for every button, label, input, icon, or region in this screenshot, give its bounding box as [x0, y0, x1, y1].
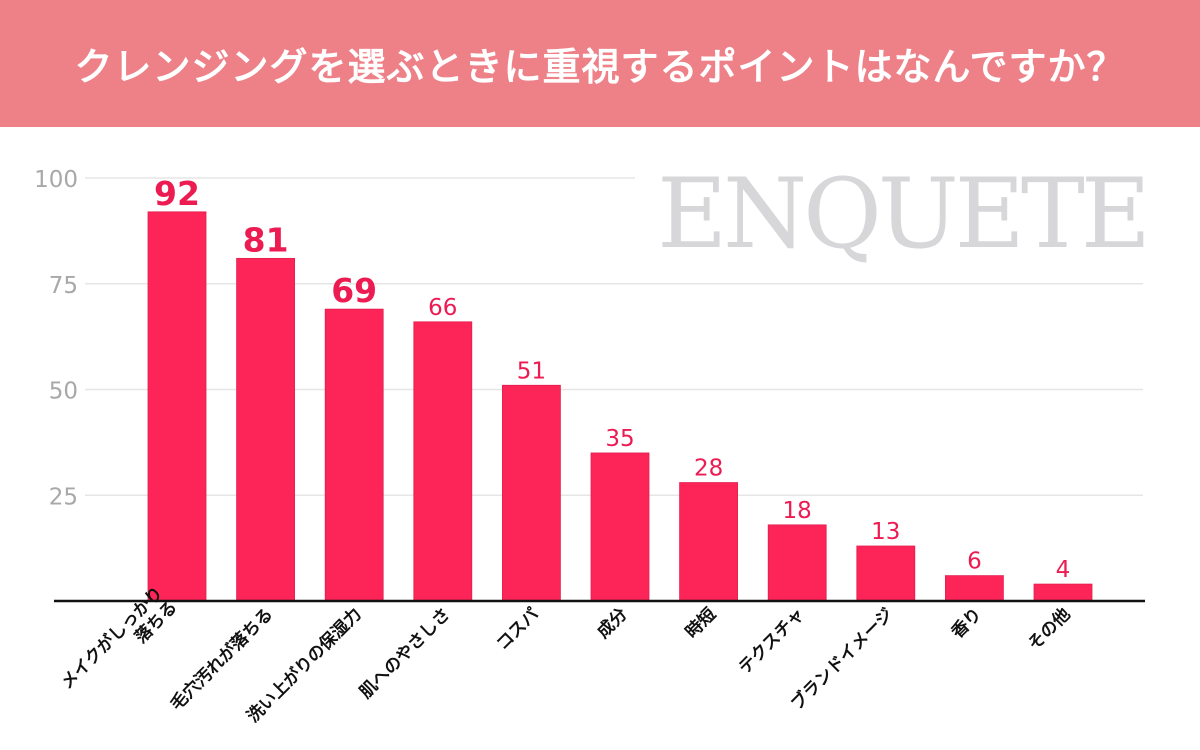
bar — [856, 545, 916, 602]
category-label: 成分 — [593, 604, 632, 643]
y-axis-ticks: 25 50 75 100 — [34, 167, 78, 510]
category-label-line: 成分 — [593, 604, 632, 643]
category-label: 香り — [948, 604, 986, 642]
bar — [236, 257, 296, 602]
value-labels: 92 81 69 66 51 35 28 18 13 6 4 — [154, 174, 1070, 583]
bar — [147, 211, 207, 602]
category-label-line: テクスチャ — [735, 604, 809, 678]
category-label-line: 香り — [948, 604, 986, 642]
category-label: その他 — [1024, 604, 1075, 655]
category-label-line: 時短 — [681, 604, 720, 643]
value-label: 66 — [428, 295, 457, 321]
page-title: クレンジングを選ぶときに重視するポイントはなんですか？ — [74, 45, 1126, 89]
bar — [413, 321, 473, 602]
value-label: 81 — [243, 220, 289, 259]
y-tick-label: 25 — [49, 484, 78, 510]
bar — [590, 452, 650, 602]
category-label: 時短 — [681, 604, 720, 643]
value-label: 51 — [517, 358, 546, 384]
category-label-line: その他 — [1024, 604, 1075, 655]
category-label-line: コスパ — [493, 604, 543, 654]
value-label: 18 — [783, 498, 812, 524]
category-label: 肌へのやさしさ — [356, 604, 454, 702]
value-label: 35 — [605, 426, 634, 452]
header-banner: クレンジングを選ぶときに重視するポイントはなんですか？ — [0, 0, 1200, 127]
category-label-line: 肌へのやさしさ — [356, 604, 454, 702]
bar — [1033, 583, 1093, 602]
watermark-text: ENQUETE — [657, 158, 1147, 270]
y-tick-label: 50 — [49, 379, 78, 405]
bar — [324, 308, 384, 602]
value-label: 69 — [331, 271, 377, 310]
y-tick-label: 100 — [34, 167, 78, 193]
bar — [767, 524, 827, 602]
value-label: 6 — [967, 549, 982, 575]
value-label: 28 — [694, 456, 723, 482]
bar — [945, 575, 1004, 602]
value-label: 13 — [871, 519, 900, 545]
chart-area: 25 50 75 100 ENQUETE 92 81 69 66 51 35 28 18 13 6 4 メ… — [0, 127, 1200, 750]
value-label: 92 — [154, 174, 200, 213]
category-label: テクスチャ — [735, 604, 809, 678]
bars — [147, 211, 1093, 602]
bar — [501, 384, 561, 602]
value-label: 4 — [1056, 557, 1071, 583]
category-label: コスパ — [493, 604, 543, 654]
y-tick-label: 75 — [49, 273, 78, 299]
bar — [679, 482, 738, 602]
